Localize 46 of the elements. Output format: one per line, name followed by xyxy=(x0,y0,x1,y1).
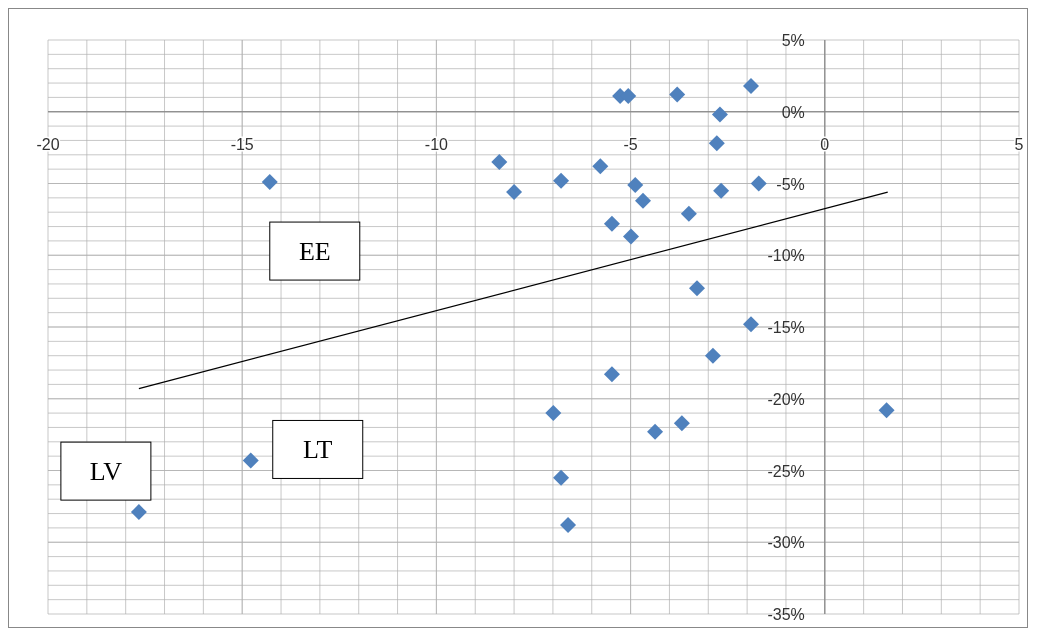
point xyxy=(506,184,523,201)
x-tick-label: -20 xyxy=(36,135,60,153)
y-tick-label: -5% xyxy=(776,175,805,193)
point xyxy=(627,176,644,193)
point xyxy=(242,452,259,469)
point xyxy=(592,158,609,175)
point xyxy=(622,228,639,245)
y-tick-label: -35% xyxy=(767,606,805,623)
y-tick-label: -30% xyxy=(767,534,805,552)
point xyxy=(673,415,690,432)
point xyxy=(130,504,147,521)
y-tick-label: 0% xyxy=(781,103,805,121)
point xyxy=(708,135,725,152)
point xyxy=(711,106,728,123)
x-tick-label: 5 xyxy=(1014,135,1024,153)
x-tick-label: -15 xyxy=(230,135,254,153)
x-tick-label: -10 xyxy=(424,135,449,153)
point xyxy=(669,86,686,103)
y-tick-label: 5% xyxy=(781,32,805,49)
point xyxy=(713,182,730,199)
annotation: LV xyxy=(89,457,123,487)
annotation: LT xyxy=(303,435,333,465)
point xyxy=(680,205,697,222)
point xyxy=(603,366,620,383)
point xyxy=(878,402,895,419)
point xyxy=(261,174,278,191)
point xyxy=(491,153,508,170)
y-tick-label: -25% xyxy=(767,462,805,480)
point xyxy=(635,192,652,209)
annotation: EE xyxy=(298,237,331,267)
x-tick-label: 0 xyxy=(820,135,830,153)
point xyxy=(553,469,570,486)
point xyxy=(553,172,570,189)
y-tick-label: -20% xyxy=(767,390,805,408)
point xyxy=(743,77,759,94)
y-tick-label: -15% xyxy=(767,319,805,336)
point xyxy=(689,280,706,297)
point xyxy=(704,347,721,364)
point xyxy=(743,316,759,333)
point xyxy=(603,215,620,232)
point xyxy=(750,175,767,192)
point xyxy=(560,517,577,534)
x-tick-label: -5 xyxy=(623,135,638,153)
point xyxy=(647,423,664,440)
y-tick-label: -10% xyxy=(767,247,805,265)
point xyxy=(545,405,562,422)
